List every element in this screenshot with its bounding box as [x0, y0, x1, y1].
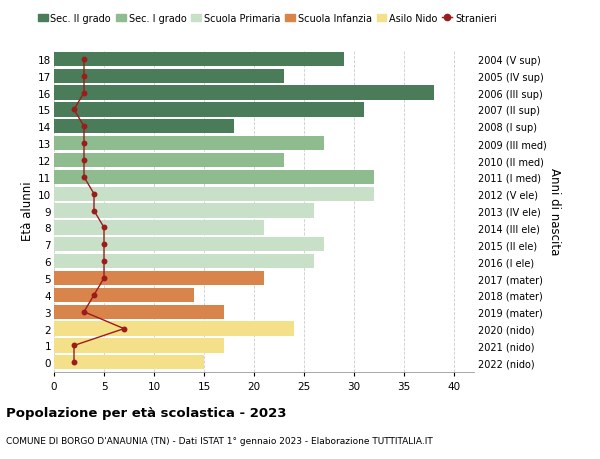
Point	[89, 190, 99, 198]
Bar	[54, 355, 204, 369]
Text: Popolazione per età scolastica - 2023: Popolazione per età scolastica - 2023	[6, 406, 287, 419]
Point	[99, 258, 109, 265]
Point	[89, 207, 99, 215]
Bar	[54, 187, 374, 202]
Bar	[54, 120, 234, 134]
Point	[79, 90, 89, 97]
Point	[99, 275, 109, 282]
Legend: Sec. II grado, Sec. I grado, Scuola Primaria, Scuola Infanzia, Asilo Nido, Stran: Sec. II grado, Sec. I grado, Scuola Prim…	[38, 14, 497, 23]
Bar	[54, 153, 284, 168]
Bar	[54, 238, 324, 252]
Point	[69, 359, 79, 366]
Bar	[54, 53, 344, 67]
Text: COMUNE DI BORGO D'ANAUNIA (TN) - Dati ISTAT 1° gennaio 2023 - Elaborazione TUTTI: COMUNE DI BORGO D'ANAUNIA (TN) - Dati IS…	[6, 436, 433, 445]
Point	[69, 342, 79, 349]
Point	[79, 56, 89, 63]
Bar	[54, 221, 264, 235]
Bar	[54, 204, 314, 218]
Point	[89, 291, 99, 299]
Point	[79, 73, 89, 80]
Bar	[54, 103, 364, 118]
Point	[69, 106, 79, 114]
Point	[79, 174, 89, 181]
Bar	[54, 305, 224, 319]
Bar	[54, 254, 314, 269]
Bar	[54, 170, 374, 185]
Point	[119, 325, 129, 333]
Bar	[54, 339, 224, 353]
Point	[79, 123, 89, 131]
Y-axis label: Anni di nascita: Anni di nascita	[548, 168, 561, 255]
Point	[79, 308, 89, 316]
Bar	[54, 86, 434, 101]
Bar	[54, 271, 264, 285]
Point	[99, 224, 109, 232]
Bar	[54, 322, 294, 336]
Y-axis label: Età alunni: Età alunni	[21, 181, 34, 241]
Bar	[54, 137, 324, 151]
Point	[79, 157, 89, 164]
Point	[79, 140, 89, 147]
Bar	[54, 69, 284, 84]
Point	[99, 241, 109, 248]
Bar	[54, 288, 194, 302]
